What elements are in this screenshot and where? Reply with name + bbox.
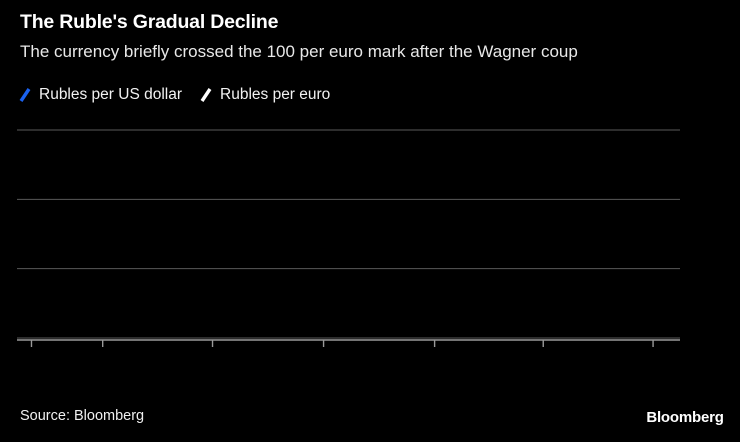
legend-label-usd: Rubles per US dollar: [39, 86, 183, 103]
chart-legend: Rubles per US dollar Rubles per euro: [19, 84, 330, 106]
source-note: Source: Bloomberg: [20, 408, 145, 424]
page-subtitle: The currency briefly crossed the 100 per…: [20, 42, 578, 61]
legend-item-eur[interactable]: Rubles per euro: [200, 86, 330, 104]
legend-swatch-usd-icon: [19, 87, 32, 103]
page-title: The Ruble's Gradual Decline: [20, 11, 279, 33]
bloomberg-logo: Bloomberg: [646, 408, 724, 426]
legend-item-usd[interactable]: Rubles per US dollar: [19, 86, 182, 104]
legend-label-eur: Rubles per euro: [220, 86, 331, 103]
legend-swatch-eur-icon: [200, 87, 213, 103]
